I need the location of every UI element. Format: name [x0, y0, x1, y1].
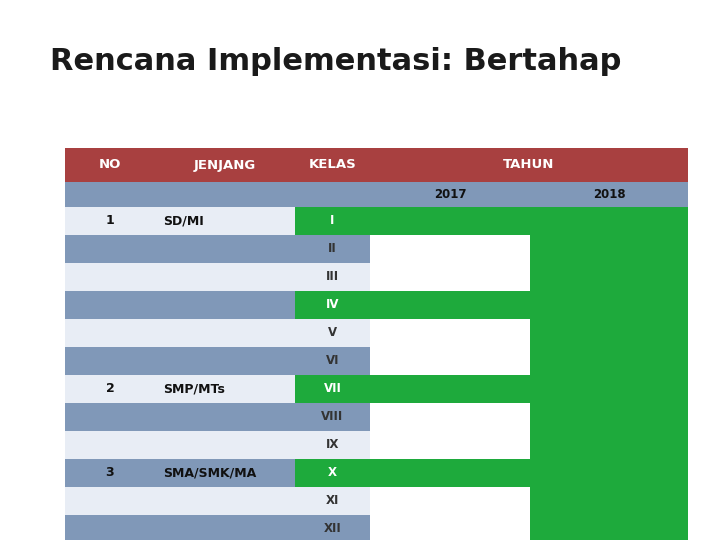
Text: 3: 3 — [106, 467, 114, 480]
Bar — [65, 375, 295, 403]
Bar — [65, 319, 295, 347]
Bar — [65, 148, 688, 182]
Bar — [370, 263, 530, 291]
Bar — [530, 291, 688, 319]
Bar — [295, 291, 370, 319]
Text: 2: 2 — [106, 382, 114, 395]
Bar — [530, 375, 688, 403]
Text: SD/MI: SD/MI — [163, 214, 204, 227]
Text: XII: XII — [323, 523, 341, 536]
Bar — [65, 347, 295, 375]
Text: 1: 1 — [106, 214, 114, 227]
Bar — [370, 207, 530, 235]
Text: 2018: 2018 — [593, 188, 625, 201]
Bar — [65, 263, 295, 291]
Bar — [295, 319, 370, 347]
Text: 2017: 2017 — [433, 188, 467, 201]
Bar — [65, 515, 295, 540]
Text: NO: NO — [99, 159, 121, 172]
Bar — [295, 459, 370, 487]
Bar — [530, 263, 688, 291]
Text: VII: VII — [323, 382, 341, 395]
Bar — [530, 459, 688, 487]
Bar — [370, 375, 530, 403]
Bar — [370, 487, 530, 515]
Bar — [295, 263, 370, 291]
Text: III: III — [326, 271, 339, 284]
Text: KELAS: KELAS — [309, 159, 356, 172]
Text: VI: VI — [325, 354, 339, 368]
Bar — [530, 431, 688, 459]
Bar — [530, 319, 688, 347]
Bar — [295, 375, 370, 403]
Bar — [65, 459, 295, 487]
Text: I: I — [330, 214, 335, 227]
Bar — [65, 235, 295, 263]
Text: SMP/MTs: SMP/MTs — [163, 382, 225, 395]
Bar — [370, 291, 530, 319]
Bar — [530, 347, 688, 375]
Text: IX: IX — [326, 438, 339, 451]
Bar — [65, 431, 295, 459]
Bar — [530, 515, 688, 540]
Bar — [295, 207, 370, 235]
Bar — [295, 347, 370, 375]
Text: VIII: VIII — [321, 410, 343, 423]
Text: XI: XI — [326, 495, 339, 508]
Bar — [65, 487, 295, 515]
Text: II: II — [328, 242, 337, 255]
Bar — [370, 459, 530, 487]
Bar — [530, 207, 688, 235]
Bar — [370, 515, 530, 540]
Bar — [65, 403, 295, 431]
Text: JENJANG: JENJANG — [194, 159, 256, 172]
Bar — [370, 319, 530, 347]
Text: IV: IV — [325, 299, 339, 312]
Bar — [65, 291, 295, 319]
Text: V: V — [328, 327, 337, 340]
Bar — [530, 403, 688, 431]
Bar — [530, 487, 688, 515]
Bar — [295, 235, 370, 263]
Bar — [370, 431, 530, 459]
Bar — [370, 347, 530, 375]
Bar — [295, 515, 370, 540]
Bar — [65, 182, 688, 207]
Text: X: X — [328, 467, 337, 480]
Bar — [295, 487, 370, 515]
Bar — [370, 403, 530, 431]
Text: TAHUN: TAHUN — [503, 159, 554, 172]
Bar — [295, 403, 370, 431]
Bar — [370, 235, 530, 263]
Bar — [65, 207, 295, 235]
Bar — [295, 431, 370, 459]
Text: Rencana Implementasi: Bertahap: Rencana Implementasi: Bertahap — [50, 48, 621, 77]
Bar — [530, 235, 688, 263]
Text: SMA/SMK/MA: SMA/SMK/MA — [163, 467, 256, 480]
